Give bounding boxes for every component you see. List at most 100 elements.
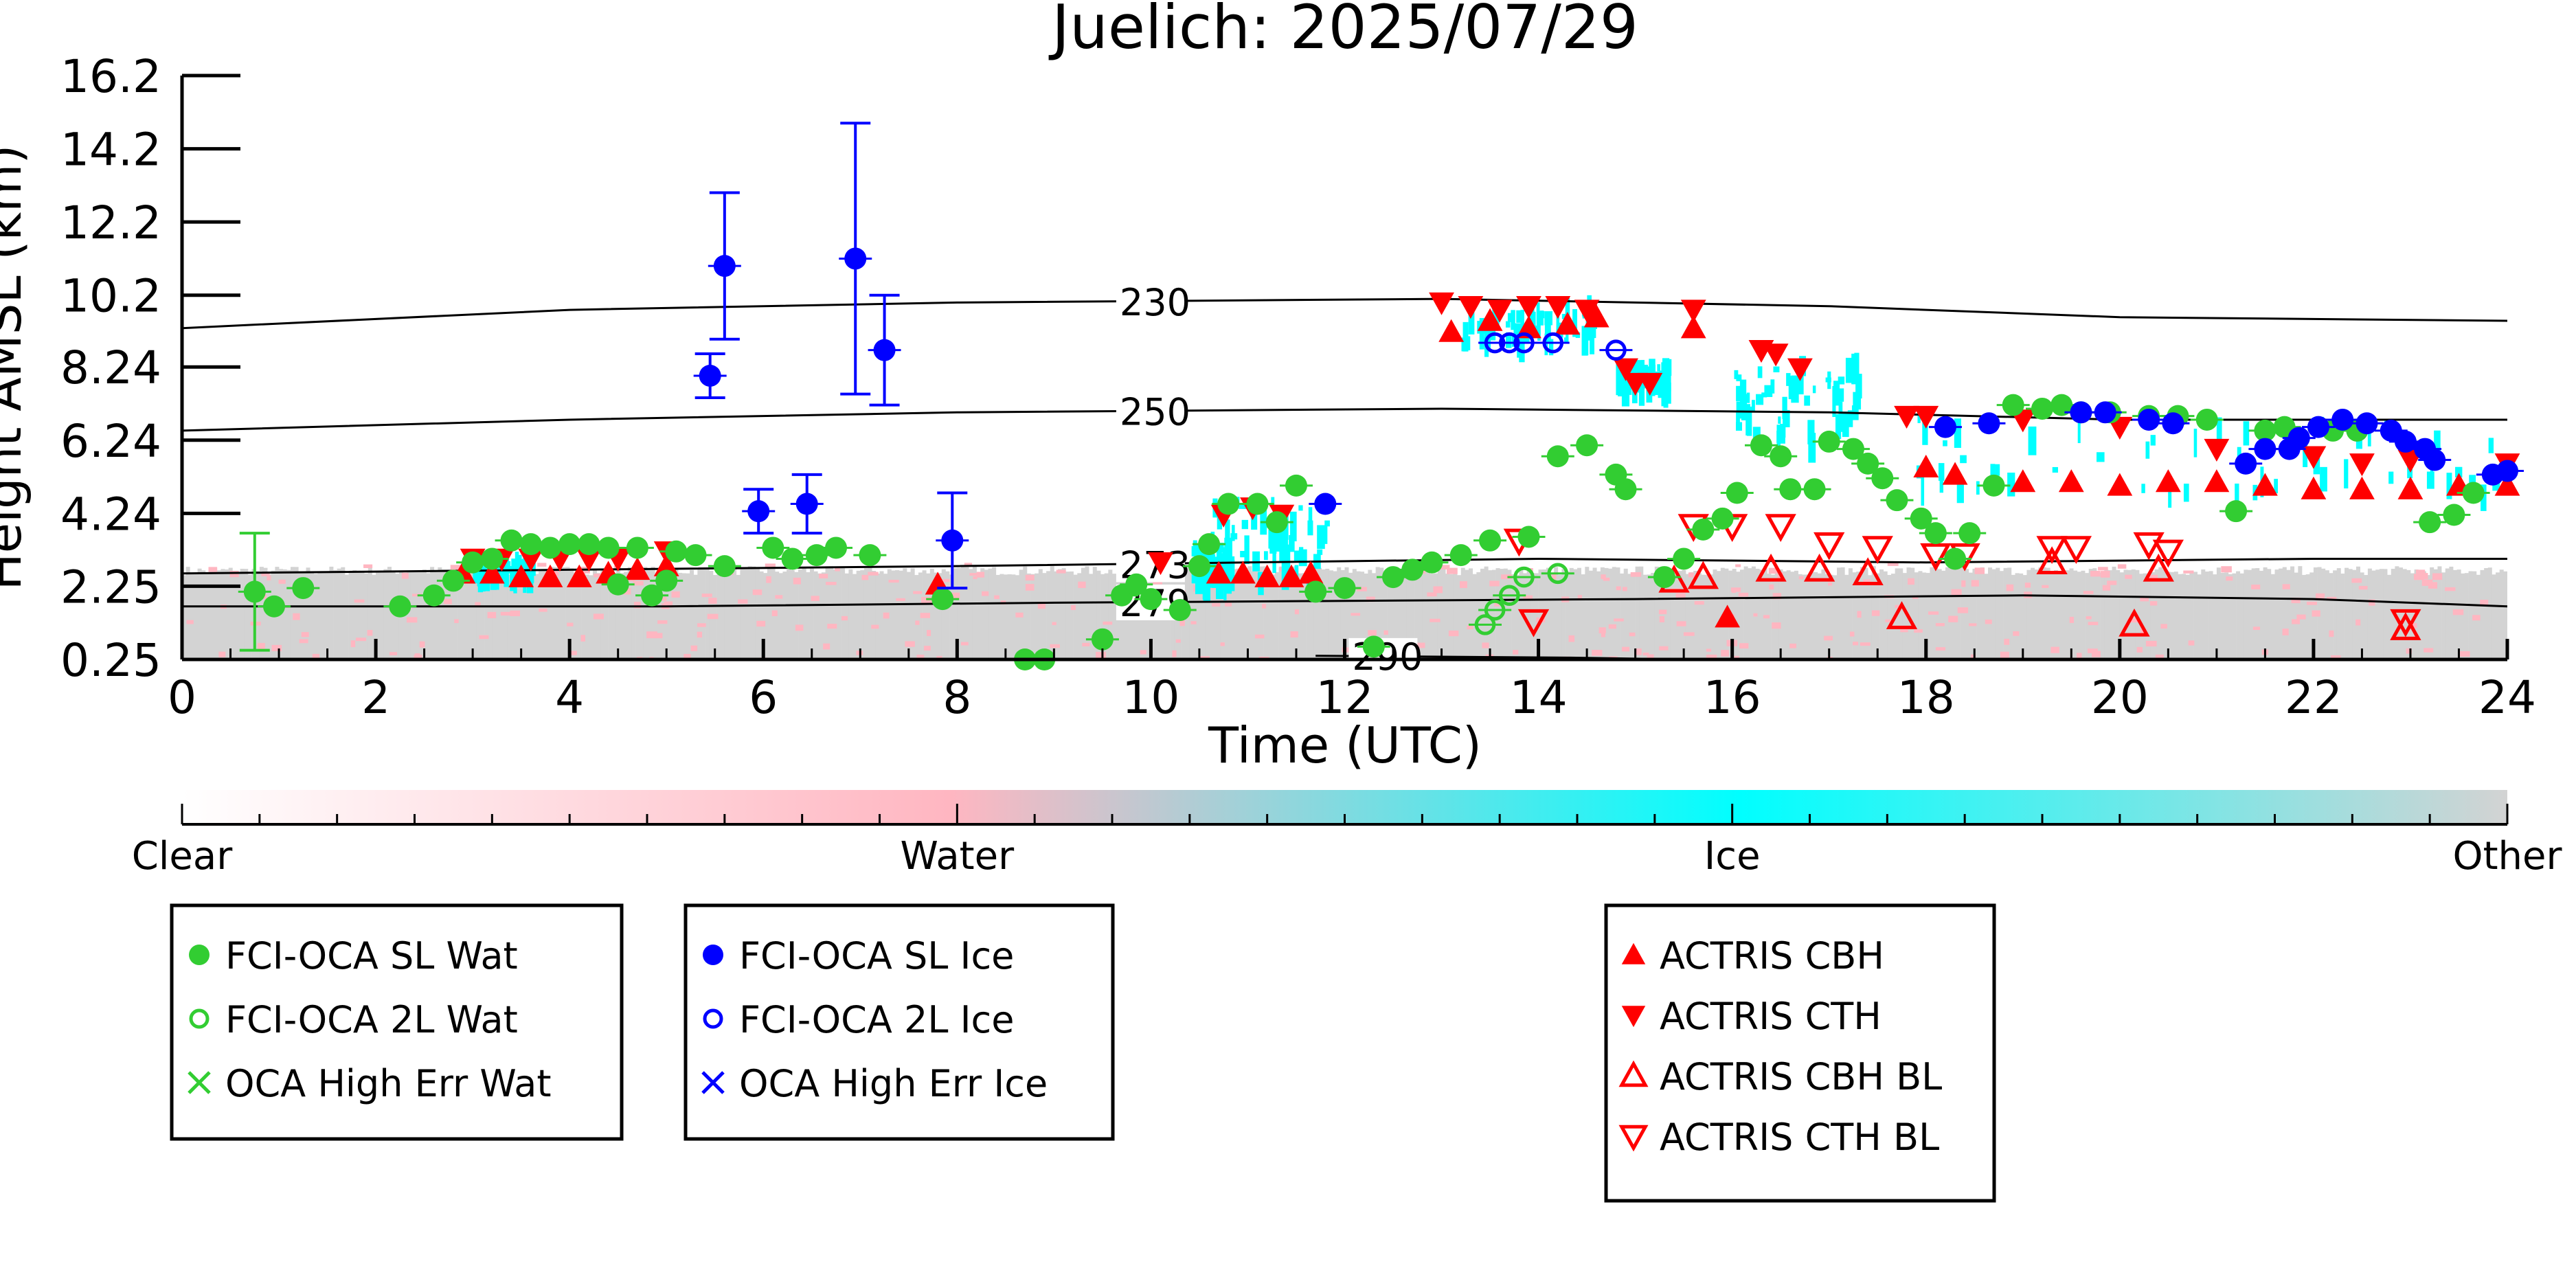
- ice-class-pixel: [1851, 353, 1858, 385]
- other-class-column: [910, 568, 915, 659]
- other-class-column: [2003, 567, 2008, 659]
- other-class-column: [1469, 568, 1473, 659]
- other-class-column: [1108, 569, 1113, 659]
- colorbar-ticks: [181, 804, 2509, 826]
- water-class-pixel: [664, 601, 673, 608]
- other-class-column: [259, 567, 264, 659]
- water-class-pixel: [1863, 579, 1871, 584]
- other-class-column: [1313, 567, 1318, 659]
- data-point: [1852, 557, 1884, 585]
- ice-class-pixel: [1788, 376, 1792, 400]
- x-tick-label: 22: [2285, 671, 2342, 724]
- other-class-column: [519, 574, 523, 659]
- water-class-pixel: [697, 623, 706, 627]
- other-class-column: [825, 566, 830, 659]
- data-point: [1687, 561, 1719, 589]
- other-class-column: [1495, 568, 1500, 659]
- water-class-pixel: [2424, 648, 2434, 653]
- other-class-column: [1887, 574, 1892, 659]
- water-class-pixel: [1601, 574, 1606, 579]
- data-point: [1246, 493, 1269, 515]
- ice-class-pixel: [1556, 308, 1560, 334]
- data-point: [481, 547, 504, 570]
- water-class-pixel: [1366, 596, 1375, 602]
- other-class-column: [1910, 567, 1915, 659]
- other-class-column: [787, 567, 791, 659]
- water-class-pixel: [2282, 629, 2289, 635]
- other-class-column: [980, 568, 985, 659]
- other-class-column: [1104, 573, 1109, 659]
- water-class-pixel: [367, 630, 373, 636]
- other-class-column: [2461, 573, 2465, 659]
- water-class-pixel: [2411, 622, 2417, 628]
- other-class-column: [228, 567, 233, 659]
- other-class-column: [972, 566, 977, 659]
- other-class-column: [430, 567, 435, 659]
- water-class-pixel: [1828, 582, 1833, 586]
- other-class-column: [310, 572, 315, 659]
- water-class-pixel: [775, 595, 783, 599]
- other-class-column: [1274, 572, 1279, 659]
- y-tick-label: 10.2: [60, 270, 161, 323]
- other-class-column: [2050, 573, 2055, 659]
- other-class-column: [1368, 569, 1372, 659]
- data-point: [1278, 564, 1304, 587]
- other-class-column: [2154, 569, 2159, 659]
- other-class-column: [891, 570, 896, 659]
- water-class-pixel: [1494, 601, 1500, 607]
- other-class-column: [1449, 574, 1454, 659]
- other-class-column: [1379, 567, 1384, 659]
- data-point: [1770, 445, 1792, 468]
- water-class-pixel: [293, 613, 300, 620]
- data-point: [1803, 553, 1835, 582]
- legend-label: FCI-OCA SL Wat: [225, 934, 518, 978]
- water-class-pixel: [186, 620, 194, 624]
- other-class-column: [1530, 573, 1535, 659]
- other-class-column: [232, 573, 237, 659]
- other-class-column: [2170, 572, 2175, 659]
- water-class-pixel: [2445, 587, 2456, 591]
- other-class-column: [193, 573, 198, 659]
- water-class-pixel: [2358, 585, 2368, 590]
- other-class-column: [1840, 567, 1845, 659]
- other-class-column: [1984, 574, 1989, 659]
- ice-class-pixel: [1780, 424, 1785, 444]
- other-class-column: [1852, 572, 1857, 659]
- other-class-column: [1035, 573, 1039, 659]
- other-class-column: [344, 574, 349, 659]
- other-class-column: [658, 567, 663, 659]
- ice-class-pixel: [518, 554, 522, 571]
- other-class-column: [2031, 567, 2035, 659]
- water-class-pixel: [1601, 631, 1605, 637]
- water-class-pixel: [2013, 631, 2020, 636]
- data-point: [2031, 397, 2053, 420]
- other-class-column: [1394, 574, 1399, 659]
- water-class-pixel: [652, 633, 663, 639]
- other-class-column: [484, 572, 489, 659]
- water-class-pixel: [923, 646, 931, 651]
- water-class-pixel: [1603, 577, 1610, 581]
- other-class-column: [190, 572, 194, 659]
- other-class-column: [1472, 574, 1477, 659]
- other-class-column: [205, 572, 210, 659]
- data-point: [1477, 308, 1503, 331]
- ice-class-pixel: [1193, 540, 1197, 551]
- water-class-pixel: [389, 652, 398, 655]
- colorbar-labels: Clear Water Ice Other: [132, 834, 2563, 879]
- other-class-column: [1089, 574, 1094, 659]
- other-class-column: [1713, 569, 1717, 659]
- data-point: [2254, 438, 2276, 460]
- water-class-pixel: [960, 642, 969, 646]
- other-class-column: [782, 572, 787, 659]
- other-class-column: [2437, 566, 2442, 659]
- other-class-column: [426, 573, 431, 659]
- data-point: [1401, 558, 1424, 581]
- x-tick-label: 10: [1122, 671, 1179, 724]
- water-class-pixel: [2145, 640, 2157, 647]
- data-point: [805, 544, 828, 567]
- x-tick-label: 14: [1510, 671, 1568, 724]
- other-class-column: [2162, 569, 2167, 659]
- other-class-column: [1348, 572, 1353, 659]
- legend-label: ACTRIS CBH: [1660, 934, 1884, 978]
